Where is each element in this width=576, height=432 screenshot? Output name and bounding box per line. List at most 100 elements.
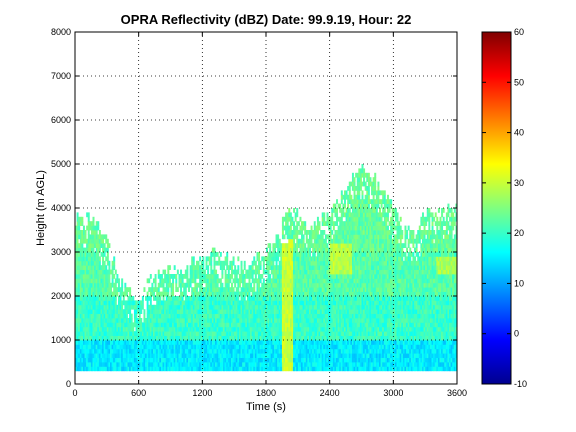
heatmap-cell: [213, 296, 216, 301]
heatmap-cell: [152, 313, 155, 319]
heatmap-cell: [106, 313, 109, 319]
heatmap-cell: [215, 300, 218, 306]
heatmap-cell: [175, 335, 178, 341]
heatmap-cell: [159, 278, 162, 284]
heatmap-cell: [232, 313, 235, 319]
heatmap-cell: [221, 269, 224, 275]
heatmap-cell: [224, 282, 227, 288]
heatmap-cell: [307, 331, 310, 336]
heatmap-cell: [307, 252, 310, 257]
heatmap-cell: [202, 326, 205, 332]
heatmap-cell: [162, 304, 165, 310]
heatmap-cell: [157, 335, 160, 341]
heatmap-cell: [272, 331, 275, 336]
heatmap-cell: [355, 287, 358, 292]
heatmap-cell: [258, 366, 261, 372]
heatmap-cell: [232, 362, 235, 367]
heatmap-cell: [256, 335, 259, 341]
heatmap-cell: [350, 304, 353, 310]
heatmap-cell: [195, 304, 198, 310]
heatmap-cell: [156, 287, 159, 292]
heatmap-cell: [189, 296, 192, 301]
heatmap-cell: [76, 212, 79, 218]
heatmap-cell: [184, 366, 187, 372]
heatmap-cell: [351, 313, 354, 319]
heatmap-cell: [230, 326, 233, 332]
heatmap-cell: [205, 287, 208, 292]
heatmap-cell: [156, 353, 159, 358]
heatmap-cell: [331, 366, 334, 372]
heatmap-cell: [189, 278, 192, 284]
heatmap-cell: [211, 247, 214, 253]
heatmap-cell: [321, 234, 324, 240]
heatmap-cell: [347, 269, 350, 275]
heatmap-cell: [200, 309, 203, 314]
heatmap-cell: [216, 366, 219, 372]
heatmap-cell: [132, 331, 135, 336]
heatmap-cell: [89, 238, 92, 244]
heatmap-cell: [336, 238, 339, 244]
heatmap-cell: [326, 353, 329, 358]
heatmap-cell: [216, 326, 219, 332]
heatmap-cell: [277, 331, 280, 336]
heatmap-cell: [304, 291, 307, 297]
heatmap-cell: [238, 304, 241, 310]
heatmap-cell: [75, 269, 77, 275]
heatmap-cell: [351, 335, 354, 341]
heatmap-cell: [229, 265, 232, 270]
heatmap-cell: [253, 296, 256, 301]
heatmap-cell: [180, 318, 183, 323]
heatmap-cell: [113, 357, 116, 363]
heatmap-cell: [162, 269, 165, 275]
heatmap-cell: [308, 366, 311, 372]
heatmap-cell: [76, 340, 79, 345]
heatmap-cell: [92, 296, 95, 301]
heatmap-cell: [154, 313, 157, 319]
heatmap-cell: [294, 344, 297, 350]
heatmap-cell: [172, 322, 175, 328]
heatmap-cell: [106, 304, 109, 310]
heatmap-cell: [102, 260, 105, 266]
heatmap-cell: [97, 282, 100, 288]
heatmap-cell: [211, 335, 214, 341]
heatmap-cell: [353, 208, 356, 213]
heatmap-cell: [336, 304, 339, 310]
heatmap-cell: [355, 278, 358, 284]
heatmap-cell: [97, 353, 100, 358]
heatmap-cell: [280, 348, 283, 354]
heatmap-cell: [305, 274, 308, 279]
heatmap-cell: [111, 296, 114, 301]
heatmap-cell: [348, 190, 351, 196]
heatmap-cell: [199, 344, 202, 350]
heatmap-cell: [92, 234, 95, 240]
heatmap-cell: [205, 256, 208, 262]
heatmap-cell: [262, 282, 265, 288]
heatmap-cell: [347, 186, 350, 191]
heatmap-cell: [355, 335, 358, 341]
heatmap-cell: [151, 304, 154, 310]
heatmap-cell: [304, 348, 307, 354]
heatmap-cell: [313, 300, 316, 306]
heatmap-cell: [218, 318, 221, 323]
heatmap-cell: [272, 265, 275, 270]
heatmap-cell: [111, 353, 114, 358]
heatmap-cell: [195, 287, 198, 292]
heatmap-cell: [361, 291, 364, 297]
heatmap-cell: [102, 265, 105, 270]
heatmap-cell: [266, 256, 268, 262]
heatmap-cell: [151, 344, 154, 350]
heatmap-cell: [332, 221, 335, 226]
heatmap-cell: [143, 322, 146, 328]
heatmap-cell: [321, 221, 324, 226]
heatmap-cell: [173, 326, 176, 332]
heatmap-cell: [184, 313, 187, 319]
heatmap-cell: [117, 282, 120, 288]
heatmap-cell: [324, 291, 327, 297]
heatmap-cell: [82, 225, 85, 231]
heatmap-cell: [127, 300, 130, 306]
heatmap-cell: [345, 348, 348, 354]
heatmap-cell: [363, 309, 366, 314]
heatmap-cell: [184, 269, 187, 275]
heatmap-cell: [211, 278, 214, 284]
heatmap-cell: [129, 331, 132, 336]
